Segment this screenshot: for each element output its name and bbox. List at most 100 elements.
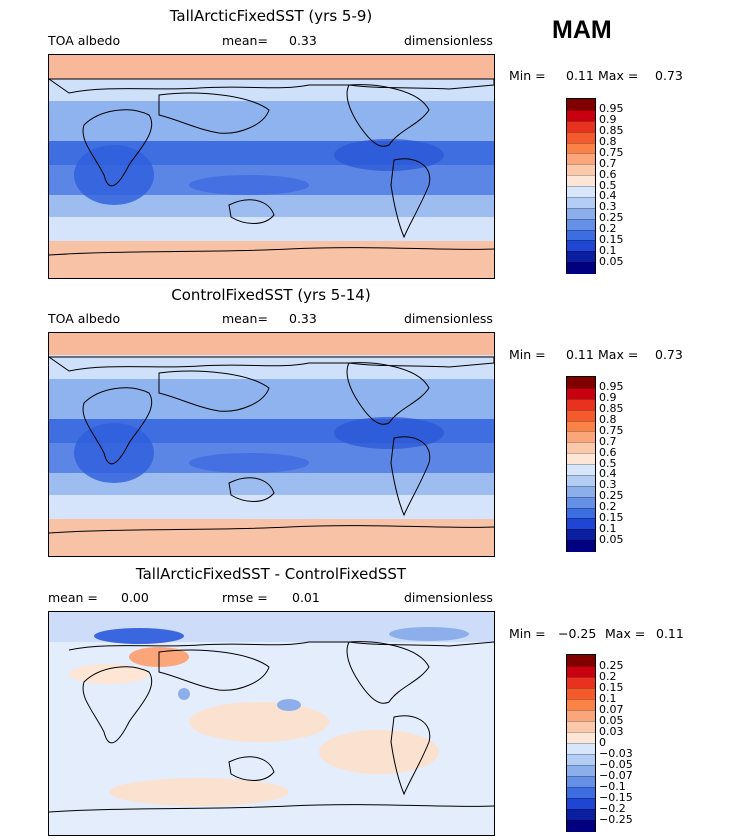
colorbar-tick-label: 0.7: [599, 434, 617, 448]
panel-2-colorbar-ticks: 0.95 0.9 0.85 0.8 0.75 0.7 0.6 0.5 0.4 0.3 0.25 0.2…: [599, 376, 659, 550]
colorbar-tick-label: 0.25: [599, 489, 624, 503]
colorbar-cell: [567, 196, 595, 209]
panel-2-min-label: Min =: [509, 347, 546, 362]
panel-2-max-value: 0.73: [655, 347, 683, 362]
panel-3-title: TallArcticFixedSST - ControlFixedSST: [135, 565, 407, 583]
panel-3-rmse-value: 0.01: [292, 590, 320, 605]
colorbar-cell: [567, 666, 595, 678]
colorbar-cell: [567, 710, 595, 722]
colorbar-cell: [567, 485, 595, 498]
colorbar-cell: [567, 398, 595, 411]
panel-3-map-svg: [49, 612, 494, 835]
colorbar-tick-label: 0.2: [599, 669, 617, 683]
panel-2-colorbar: [566, 376, 596, 552]
colorbar-cell: [567, 496, 595, 508]
colorbar-tick-label: 0.7: [599, 156, 617, 170]
colorbar-tick-label: 0.15: [599, 680, 624, 694]
colorbar-cell: [567, 240, 595, 252]
colorbar-tick-label: 0.9: [599, 391, 617, 405]
colorbar-tick-label: 0.95: [599, 102, 624, 116]
panel-3-min-label: Min =: [509, 626, 546, 641]
colorbar-tick-label: 0.75: [599, 423, 624, 437]
colorbar-cell: [567, 776, 595, 788]
colorbar-tick-label: 0.05: [599, 532, 624, 546]
colorbar-tick-label: 0.07: [599, 702, 624, 716]
colorbar-cell: [567, 464, 595, 476]
panel-1-colorbar: [566, 98, 596, 274]
season-label: MAM: [552, 16, 612, 44]
colorbar-cell: [567, 699, 595, 711]
colorbar-cell: [567, 507, 595, 519]
colorbar-cell: [567, 518, 595, 530]
panel-2-map: [48, 332, 495, 557]
panel-3-colorbar: [566, 654, 596, 832]
panel-1-map-svg: [49, 55, 494, 278]
panel-1-units: dimensionless: [404, 33, 493, 48]
colorbar-tick-label: 0.9: [599, 113, 617, 127]
colorbar-tick-label: 0.5: [599, 456, 617, 470]
colorbar-cell: [567, 743, 595, 755]
panel-2-max-label: Max =: [598, 347, 639, 362]
colorbar-cell: [567, 732, 595, 744]
panel-3-units: dimensionless: [404, 590, 493, 605]
panel-3-rmse-label: rmse =: [222, 590, 268, 605]
colorbar-cell: [567, 186, 595, 198]
colorbar-tick-label: 0.3: [599, 200, 617, 214]
panel-1-mean-value: 0.33: [289, 33, 317, 48]
colorbar-cell: [567, 787, 595, 799]
colorbar-cell: [567, 655, 595, 667]
colorbar-tick-label: 0.15: [599, 232, 624, 246]
panel-2-units: dimensionless: [404, 311, 493, 326]
colorbar-cell: [567, 99, 595, 111]
panel-1-title: TallArcticFixedSST (yrs 5-9): [169, 7, 373, 25]
colorbar-cell: [567, 677, 595, 689]
panel-1-variable: TOA albedo: [48, 33, 121, 48]
colorbar-tick-label: −0.25: [599, 812, 633, 826]
panel-3-mean-label: mean =: [48, 590, 98, 605]
colorbar-cell: [567, 442, 595, 454]
colorbar-tick-label: 0.4: [599, 467, 617, 481]
colorbar-cell: [567, 207, 595, 220]
colorbar-tick-label: 0.3: [599, 478, 617, 492]
colorbar-cell: [567, 377, 595, 389]
colorbar-cell: [567, 754, 595, 766]
colorbar-tick-label: 0.1: [599, 243, 617, 257]
panel-1-colorbar-ticks: 0.95 0.9 0.85 0.8 0.75 0.7 0.6 0.5 0.4 0.3 0.25 0.2…: [599, 98, 659, 272]
colorbar-tick-label: −0.15: [599, 790, 633, 804]
panel-3-colorbar-ticks: 0.25 0.2 0.15 0.1 0.07 0.05 0.03 0 −0.03 −0.05 −0.…: [599, 654, 669, 830]
colorbar-tick-label: −0.07: [599, 768, 633, 782]
panel-1-min-value: 0.11: [566, 68, 594, 83]
colorbar-cell: [567, 820, 595, 832]
panel-3-max-label: Max =: [605, 626, 646, 641]
colorbar-cell: [567, 131, 595, 143]
panel-2-mean-label: mean=: [222, 311, 268, 326]
colorbar-tick-label: −0.1: [599, 779, 626, 793]
colorbar-tick-label: 0.75: [599, 145, 624, 159]
colorbar-cell: [567, 262, 595, 274]
panel-1-max-value: 0.73: [655, 68, 683, 83]
colorbar-tick-label: 0.1: [599, 691, 617, 705]
colorbar-cell: [567, 387, 595, 400]
panel-1-mean-label: mean=: [222, 33, 268, 48]
panel-2-mean-value: 0.33: [289, 311, 317, 326]
colorbar-cell: [567, 688, 595, 700]
colorbar-tick-label: 0.8: [599, 413, 617, 426]
colorbar-tick-label: 0.8: [599, 135, 617, 148]
colorbar-tick-label: 0.4: [599, 189, 617, 203]
panel-3-min-value: −0.25: [558, 626, 597, 641]
colorbar-tick-label: 0: [599, 735, 606, 749]
colorbar-cell: [567, 809, 595, 821]
colorbar-tick-label: −0.05: [599, 757, 633, 771]
colorbar-cell: [567, 142, 595, 154]
colorbar-cell: [567, 409, 595, 421]
panel-1-min-label: Min =: [509, 68, 546, 83]
colorbar-cell: [567, 540, 595, 552]
colorbar-tick-label: 0.25: [599, 658, 624, 672]
colorbar-cell: [567, 164, 595, 176]
colorbar-cell: [567, 474, 595, 487]
colorbar-cell: [567, 529, 595, 541]
colorbar-tick-label: 0.1: [599, 521, 617, 535]
colorbar-cell: [567, 109, 595, 122]
colorbar-cell: [567, 765, 595, 777]
colorbar-cell: [567, 798, 595, 810]
